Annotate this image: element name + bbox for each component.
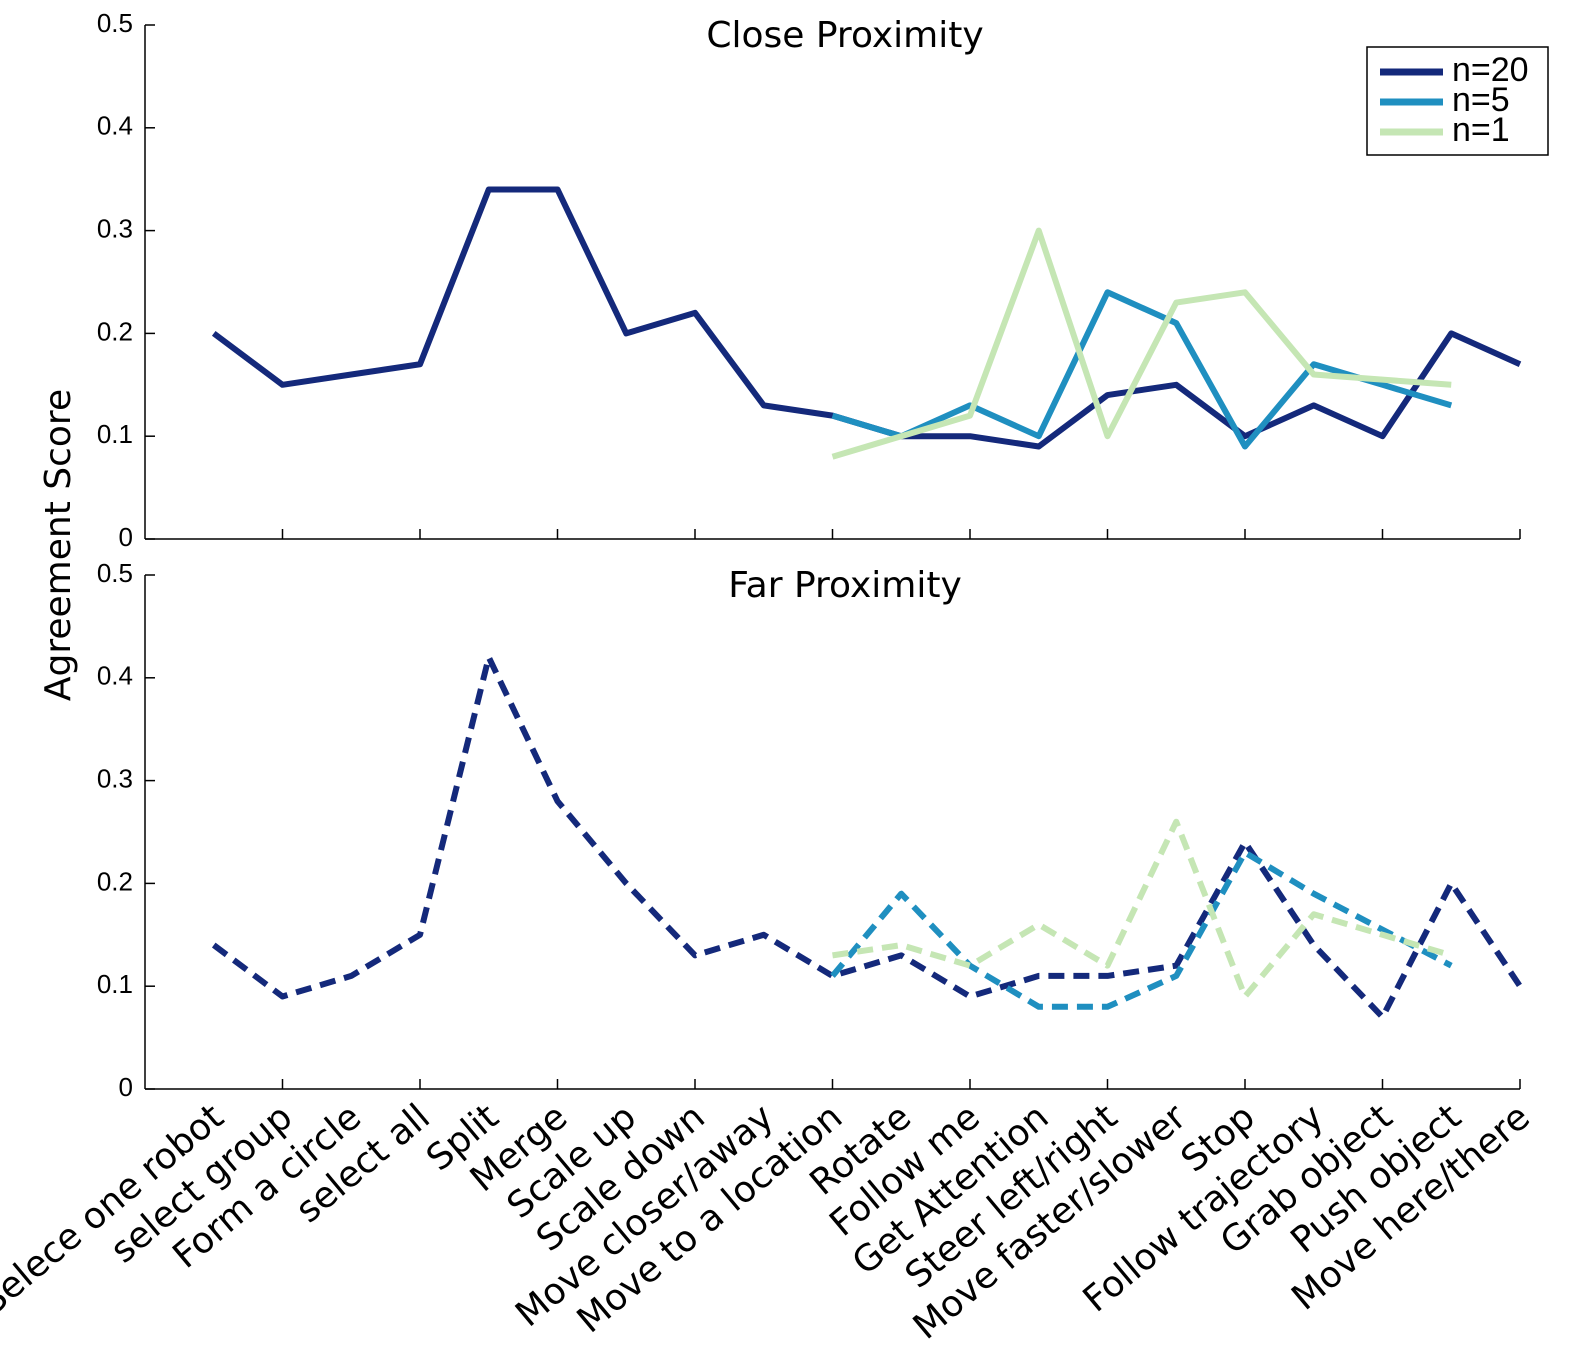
- y-axis-label: Agreement Score: [38, 389, 79, 701]
- y-tick-label: 0.2: [97, 866, 133, 896]
- y-tick-label: 0.4: [97, 661, 133, 691]
- y-tick-label: 0: [119, 1072, 133, 1102]
- legend-label: n=1: [1452, 111, 1510, 149]
- y-tick-label: 0.4: [97, 111, 133, 141]
- series-line: [830, 849, 1453, 1010]
- series-line: [211, 654, 1523, 1021]
- y-tick-label: 0.1: [97, 969, 133, 999]
- y-tick-label: 0.5: [97, 8, 133, 38]
- y-tick-label: 0.1: [97, 419, 133, 449]
- legend-label: n=20: [1452, 51, 1529, 89]
- y-tick-label: 0.5: [97, 558, 133, 588]
- chart-title: Far Proximity: [728, 565, 962, 606]
- series-line: [832, 818, 1453, 1000]
- chart-title: Close Proximity: [706, 15, 983, 56]
- y-tick-label: 0.3: [97, 763, 133, 793]
- series-line: [831, 227, 1452, 460]
- y-tick-label: 0.3: [97, 213, 133, 243]
- series-line: [211, 186, 1522, 450]
- y-tick-label: 0.2: [97, 316, 133, 346]
- legend-label: n=5: [1452, 81, 1510, 119]
- y-tick-label: 0: [119, 522, 133, 552]
